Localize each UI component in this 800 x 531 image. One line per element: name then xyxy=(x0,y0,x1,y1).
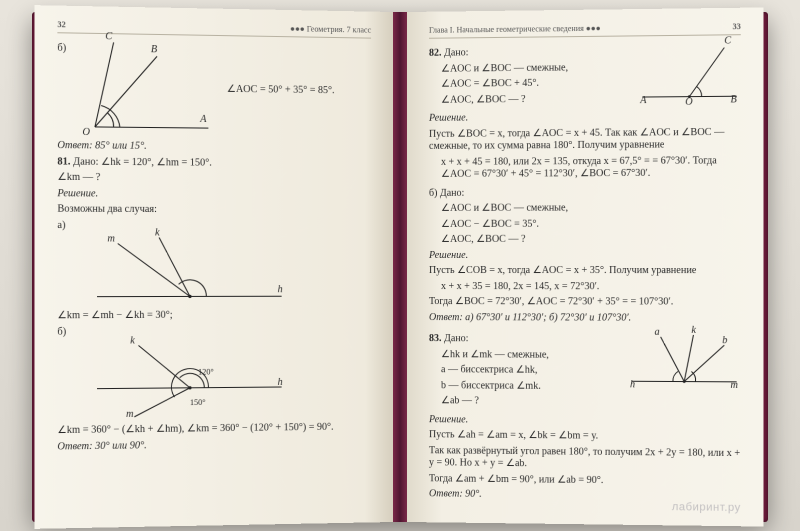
p82-t2: x + x + 45 = 180, или 2x = 135, откуда x… xyxy=(441,155,741,182)
fig82-A: A xyxy=(640,95,646,108)
eq-81a: ∠km = ∠mh − ∠kh = 30°; xyxy=(57,309,371,323)
fig1-B: B xyxy=(151,44,157,57)
running-title-left: ●●● Геометрия. 7 класс xyxy=(290,24,371,35)
fig83-h: h xyxy=(630,379,635,392)
figure-83: h a k b m xyxy=(628,331,741,390)
p82b-t1: Пусть ∠COB = x, тогда ∠AOC = x + 35°. По… xyxy=(429,265,741,278)
p82b-d1: ∠AOC и ∠BOC — смежные, xyxy=(441,202,741,215)
watermark: лабиринт.ру xyxy=(672,501,741,516)
page-right: Глава I. Начальные геометрические сведен… xyxy=(407,7,764,526)
fig2-k: k xyxy=(155,227,160,240)
p82b-resh: Решение. xyxy=(429,249,741,262)
figure-81a xyxy=(87,235,371,307)
eq-aoc: ∠AOC = 50° + 35° = 85°. xyxy=(227,84,371,98)
fig82-B: B xyxy=(730,94,736,107)
page-left: 32 ●●● Геометрия. 7 класс б) ∠AOC = 50° … xyxy=(34,5,393,529)
p83-d1: ∠hk и ∠mk — смежные, xyxy=(441,349,620,362)
page-number-right: 33 xyxy=(733,22,741,32)
fig2-m: m xyxy=(107,233,115,246)
p83-d3: b — биссектриса ∠mk. xyxy=(441,380,620,394)
header-right: Глава I. Начальные геометрические сведен… xyxy=(429,22,741,39)
eq-81b: ∠km = 360° − (∠kh + ∠hm), ∠km = 360° − (… xyxy=(57,421,371,437)
fig2-h: h xyxy=(278,284,283,297)
answer-81: Ответ: 30° или 90°. xyxy=(57,437,371,454)
answer-80b: Ответ: 85° или 15°. xyxy=(57,140,371,155)
fig83-b: b xyxy=(722,335,727,348)
book-spine xyxy=(393,12,407,522)
problem-82-dano: Дано: xyxy=(444,47,468,58)
fig3-k: k xyxy=(130,335,135,348)
figure-82: A O B C xyxy=(638,41,741,103)
running-title-right: Глава I. Начальные геометрические сведен… xyxy=(429,24,601,36)
problem-83-num: 83. xyxy=(429,333,442,344)
fig1-O: O xyxy=(82,127,90,140)
p82-resh: Решение. xyxy=(429,110,741,125)
problem-81-resh: Решение. xyxy=(57,188,371,202)
fig3-120: 120° xyxy=(198,367,214,377)
p82-d3: ∠AOC, ∠BOC — ? xyxy=(441,93,630,107)
fig83-k: k xyxy=(691,325,696,338)
p82-ans: Ответ: а) 67°30′ и 112°30′; б) 72°30′ и … xyxy=(429,312,741,325)
p82-d1: ∠AOC и ∠BOC — смежные, xyxy=(441,61,630,75)
problem-81-cases: Возможны два случая: xyxy=(57,203,371,217)
fig1-A: A xyxy=(200,114,206,127)
p82b-t3: Тогда ∠BOC = 72°30′, ∠AOC = 72°30′ + 35°… xyxy=(429,296,741,309)
problem-82-num: 82. xyxy=(429,48,442,59)
p82-d2: ∠AOC = ∠BOC + 45°. xyxy=(441,77,630,91)
page-number-left: 32 xyxy=(57,20,65,30)
p82b-d2: ∠AOC − ∠BOC = 35°. xyxy=(441,218,741,231)
problem-81-dano: Дано: ∠hk = 120°, ∠hm = 150°. xyxy=(73,156,212,168)
p83-t3: Тогда ∠am + ∠bm = 90°, или ∠ab = 90°. xyxy=(429,473,741,489)
fig3-h: h xyxy=(278,377,283,390)
fig82-C: C xyxy=(724,35,731,48)
problem-83-dano: Дано: xyxy=(444,333,468,344)
p83-d2: a — биссектриса ∠hk, xyxy=(441,364,620,377)
fig3-150: 150° xyxy=(190,398,206,408)
p82b-t2: x + x + 35 = 180, 2x = 145, x = 72°30′. xyxy=(441,281,741,294)
p83-resh: Решение. xyxy=(429,414,741,429)
fig83-m: m xyxy=(730,380,737,393)
problem-81-b: б) xyxy=(57,325,371,339)
p82b-d3: ∠AOC, ∠BOC — ? xyxy=(441,233,741,246)
fig82-O: O xyxy=(685,97,692,110)
problem-81-a: а) xyxy=(57,219,371,233)
fig83-a: a xyxy=(655,327,660,340)
p82b-lbl: б) Дано: xyxy=(429,186,741,200)
problem-81-q: ∠km — ? xyxy=(57,172,371,187)
p82-t1: Пусть ∠BOC = x, тогда ∠AOC = x + 45. Так… xyxy=(429,126,741,153)
p83-t2: Так как развёрнутый угол равен 180°, то … xyxy=(429,445,741,473)
fig3-m: m xyxy=(126,409,133,422)
problem-81-num: 81. xyxy=(57,156,70,167)
p83-t1: Пусть ∠ah = ∠am = x, ∠bk = ∠bm = y. xyxy=(429,429,741,444)
label-b: б) xyxy=(57,42,76,55)
fig1-C: C xyxy=(105,31,112,44)
p83-d4: ∠ab — ? xyxy=(441,395,620,409)
open-book: 32 ●●● Геометрия. 7 класс б) ∠AOC = 50° … xyxy=(32,12,768,522)
